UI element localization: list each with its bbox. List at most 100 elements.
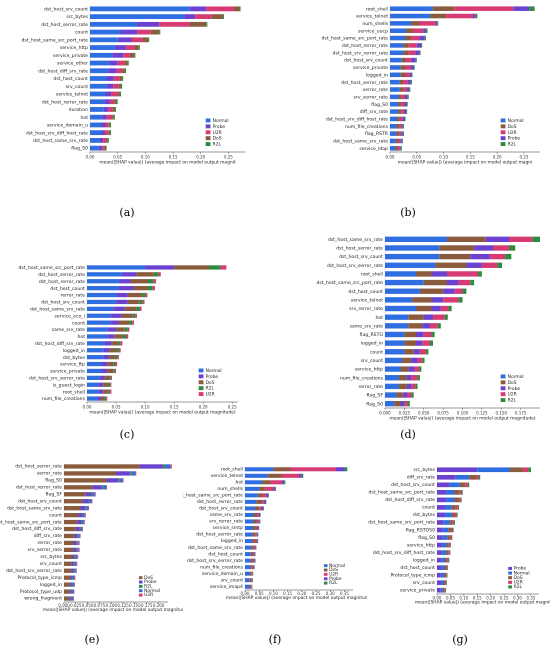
bar-segment-dos [250, 558, 253, 563]
bar-segment-r2l [142, 292, 146, 298]
category-label: logged_in [361, 341, 383, 347]
bar-segment-r2l [81, 519, 82, 525]
x-tick-label: 0.20 [196, 154, 205, 159]
legend-swatch [508, 585, 512, 589]
category-label: src_bytes [413, 467, 435, 473]
bar-segment-r2l [113, 114, 115, 120]
x-tick-label: 0.25 [500, 595, 509, 600]
bar-segment-r2l [417, 375, 420, 381]
bar-segment-probe [402, 392, 408, 398]
bar-segment-r2l [258, 525, 260, 531]
x-axis-label: mean(|SHAP value|) (average impact on mo… [389, 416, 536, 422]
bar-segment-dos [254, 506, 260, 511]
bar-segment-dos [405, 35, 412, 41]
bar-segment-dos [64, 596, 69, 601]
bar-segment-probe [437, 542, 443, 548]
legend-label: Probe [508, 386, 521, 392]
bar-segment-dos [174, 265, 209, 270]
legend-swatch [500, 118, 506, 123]
bar-segment-normal [92, 492, 95, 497]
category-label: dst_host_count [400, 565, 435, 571]
bar-segment-probe [404, 101, 407, 107]
category-label: flag_RSTO [360, 332, 384, 338]
bar-segment-normal [103, 485, 107, 490]
bar-segment-normal [87, 327, 108, 332]
category-label: dst_host_srv_count [199, 506, 243, 512]
bar-segment-u2r [111, 91, 118, 97]
category-label: dst_host_diff_srv_rate [35, 341, 85, 347]
bar-segment-probe [437, 535, 443, 540]
bar-segment-u2r [450, 527, 453, 533]
category-label: flag_S0 [418, 535, 435, 541]
bar-segment-r2l [118, 478, 120, 483]
bar-segment-r2l [101, 485, 104, 490]
bar-segment-probe [116, 292, 128, 298]
bar-segment-r2l [132, 313, 136, 318]
bar-segment-normal [82, 512, 85, 518]
bar-segment-dos [129, 52, 135, 58]
bar-segment-dos [122, 68, 125, 74]
bar-segment-dos [396, 116, 400, 122]
legend-swatch [205, 142, 211, 147]
bar-segment-probe [75, 526, 80, 532]
bar-segment-r2l [410, 79, 412, 85]
bar-segment-r2l [252, 571, 254, 576]
bar-segment-u2r [220, 265, 227, 270]
bar-segment-probe [437, 565, 442, 570]
legend-label: DoS [213, 136, 222, 142]
bar-segment-normal [90, 137, 100, 143]
bar-segment-u2r [159, 21, 190, 27]
bar-segment-u2r [75, 568, 77, 573]
bar-segment-normal [87, 382, 99, 387]
bar-segment-dos [64, 561, 72, 566]
bar-segment-r2l [114, 107, 117, 112]
bar-segment-normal [446, 490, 455, 495]
category-label: dst_host_srv_count [344, 58, 388, 64]
bar-segment-normal [90, 99, 105, 105]
bar-segment-u2r [83, 519, 85, 525]
bar-segment-normal [87, 286, 119, 291]
bar-segment-normal [245, 584, 249, 589]
bar-segment-u2r [74, 575, 76, 580]
bar-segment-dos [416, 305, 432, 312]
category-label: dst_host_srv_count [18, 498, 62, 504]
legend-swatch [323, 581, 328, 585]
category-label: srv_count [66, 84, 88, 90]
legend-swatch [500, 136, 506, 141]
bar-segment-probe [416, 331, 424, 338]
bar-segment-u2r [142, 299, 145, 305]
bar-segment-probe [121, 272, 137, 277]
bar-segment-r2l [109, 122, 112, 128]
bar-segment-dos [404, 340, 416, 346]
bar-segment-probe [103, 348, 110, 353]
bar-segment-normal [87, 368, 102, 374]
bar-segment-normal [390, 28, 407, 34]
bar-segment-dos [399, 79, 404, 85]
category-label: service_domain_u [202, 571, 243, 577]
bar-segment-probe [405, 94, 408, 100]
x-tick-label: 0.00 [386, 154, 395, 159]
bar-segment-probe [416, 43, 422, 48]
category-label: serror_rate [363, 87, 388, 93]
bar-segment-r2l [109, 375, 111, 380]
bar-segment-r2l [129, 320, 133, 325]
bar-segment-normal [90, 122, 102, 128]
bar-segment-normal [87, 265, 146, 270]
bar-segment-normal [89, 499, 92, 504]
legend-label: U2R [514, 580, 523, 586]
x-tick-label: 0.150 [496, 410, 508, 415]
bar-segment-probe [78, 512, 82, 518]
legend-swatch [205, 130, 211, 135]
bar-segment-r2l [456, 512, 458, 518]
bar-segment-r2l [121, 83, 123, 89]
category-label: duration [69, 107, 88, 113]
bar-segment-r2l [251, 584, 253, 589]
category-label: logged_in [40, 582, 62, 588]
x-tick-label: 0.25 [312, 591, 321, 596]
category-label: service_private [50, 369, 85, 375]
bar-segment-probe [98, 145, 103, 151]
bar-segment-dos [398, 101, 402, 107]
bar-segment-dos [398, 383, 407, 390]
bar-segment-dos [398, 109, 402, 114]
bar-segment-u2r [401, 94, 405, 100]
